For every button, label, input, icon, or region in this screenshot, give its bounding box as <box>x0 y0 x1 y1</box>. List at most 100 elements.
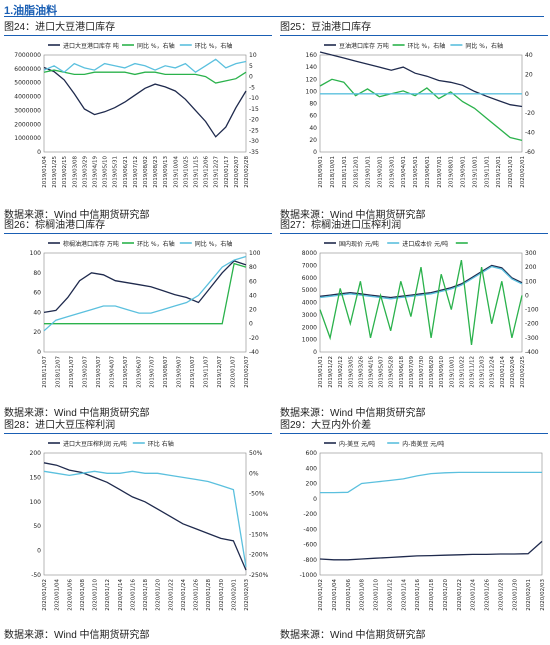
y-right-tick-label: -25 <box>249 127 259 134</box>
y-right-tick-label: 50% <box>249 450 263 457</box>
chart-svg: 棕榈油港口库存 万吨 环比 %，右轴 同比 %，右轴 100 80 60 40 20 0 100 8… <box>30 240 261 388</box>
series-line <box>319 265 523 300</box>
x-tick-label: 2020/01/26 <box>194 579 200 611</box>
y-tick-label: 120 <box>306 76 318 83</box>
x-tick-label: 2020/01/24 <box>181 579 187 611</box>
x-tick-label: 2019/01/04 <box>42 156 48 188</box>
y-right-tick-label: -150% <box>249 531 269 538</box>
chart-panel-29: 图29：大豆内外价差 内-美豆 元/吨 内-南美豆 元/吨 600 400 200 0 -2… <box>280 418 548 643</box>
x-tick-label: 2020/02/01 <box>231 579 237 611</box>
x-tick-label: 2019/12/24 <box>490 356 496 388</box>
x-tick-label: 2018/12/07 <box>55 356 61 388</box>
legend-label: 内-南美豆 元/吨 <box>402 440 444 448</box>
chart-panel-26: 图26：棕榈油港口库存 棕榈油港口库存 万吨 环比 %，右轴 同比 %，右轴 100 8… <box>4 218 272 419</box>
source-note: 数据来源：Wind 中信期货研究部 <box>280 408 426 419</box>
y-right-tick-label: -100 <box>525 307 539 314</box>
x-tick-label: 2019/06/21 <box>123 156 129 188</box>
chart-area: 棕榈油港口库存 万吨 环比 %，右轴 同比 %，右轴 100 80 60 40 20 0 100 8… <box>4 235 272 402</box>
x-tick-label: 2019/12/27 <box>214 156 220 188</box>
x-tick-label: 2020/02/25 <box>520 356 526 388</box>
x-tick-label: 2020/02/01 <box>526 579 532 611</box>
y-right-tick-label: 40 <box>525 52 533 59</box>
y-right-tick-label: 0 <box>249 74 253 81</box>
x-tick-label: 2019/03/08 <box>72 156 78 188</box>
y-right-tick-label: -10 <box>249 95 259 102</box>
y-right-tick-label: 0 <box>525 91 529 98</box>
x-tick-label: 2019/07/09 <box>409 356 415 388</box>
y-tick-label: 100 <box>30 250 42 257</box>
x-tick-label: 2020/02/07 <box>234 156 240 188</box>
legend-label: 同比 %，右轴 <box>465 42 503 50</box>
series-line <box>43 69 247 84</box>
y-tick-label: 0 <box>313 496 317 503</box>
y-right-tick-label: -200 <box>525 321 539 328</box>
x-tick-label: 2019/10/07 <box>190 356 196 388</box>
chart-area: 豆油港口库存 万吨 环比 %，右轴 同比 %，右轴 160 140 120 100 80 60 4… <box>280 37 548 202</box>
legend-label: 环比 %，右轴 <box>408 42 446 50</box>
chart-title: 图28：进口大豆压榨利润 <box>4 418 272 434</box>
x-tick-label: 2019/08/20 <box>429 356 435 388</box>
y-tick-label: 80 <box>33 270 41 277</box>
x-tick-label: 2019/09/13 <box>163 156 169 188</box>
x-tick-label: 2020/01/17 <box>224 156 230 188</box>
y-tick-label: 160 <box>306 52 318 59</box>
chart-panel-28: 图28：进口大豆压榨利润 进口大豆压榨利润 元/吨 环比 右轴 200 150 100 5… <box>4 418 272 643</box>
y-right-tick-label: -50% <box>249 491 265 498</box>
series-line <box>320 471 542 494</box>
series-line <box>319 259 523 345</box>
y-right-tick-label: 0 <box>525 292 529 299</box>
x-tick-label: 2020/01/12 <box>387 579 393 611</box>
chart-panel-27: 图27：棕榈油进口压榨利润 国内现价 元/吨 进口成本价 元/吨 8000 7000 6… <box>280 218 548 419</box>
y-tick-label: 0 <box>313 149 317 156</box>
y-tick-label: 8000 <box>302 250 317 257</box>
x-tick-label: 2020/01/14 <box>500 356 506 388</box>
series-line <box>43 470 247 568</box>
y-tick-label: 60 <box>309 113 317 120</box>
y-tick-label: 4000 <box>302 300 317 307</box>
chart-area: 进口大豆压榨利润 元/吨 环比 右轴 200 150 100 50 0 -50 50% 0% -50… <box>4 435 272 625</box>
y-tick-label: -600 <box>303 542 317 549</box>
y-right-tick-label: 0% <box>249 470 259 477</box>
x-tick-label: 2020/01/04 <box>55 579 61 611</box>
series-line <box>319 78 523 142</box>
y-tick-label: 1000000 <box>14 135 41 142</box>
source-note: 数据来源：Wind 中信期货研究部 <box>280 210 426 221</box>
x-tick-label: 2020/02/01 <box>520 156 526 188</box>
x-tick-label: 2019/07/07 <box>150 356 156 388</box>
legend-label: 进口大豆压榨利润 元/吨 <box>63 440 127 448</box>
chart-title: 图26：棕榈油港口库存 <box>4 218 272 234</box>
chart-area: 内-美豆 元/吨 内-南美豆 元/吨 600 400 200 0 -200 -400 -600 -… <box>280 435 548 625</box>
y-right-tick-label: -15 <box>249 106 259 113</box>
x-tick-label: 2019/05/07 <box>123 356 129 388</box>
y-right-tick-label: 200 <box>525 264 537 271</box>
x-tick-label: 2019/07/01 <box>437 156 443 188</box>
chart-svg: 豆油港口库存 万吨 环比 %，右轴 同比 %，右轴 160 140 120 100 80 60 4… <box>306 42 535 188</box>
plot-frame <box>319 252 523 353</box>
y-right-tick-label: -250% <box>249 572 269 579</box>
source-note: 数据来源：Wind 中信期货研究部 <box>4 210 150 221</box>
x-tick-label: 2020/01/04 <box>332 579 338 611</box>
y-tick-label: 40 <box>309 125 317 132</box>
x-tick-label: 2020/01/26 <box>485 579 491 611</box>
x-tick-label: 2019/11/01 <box>484 156 490 188</box>
y-tick-label: 3000000 <box>14 107 41 114</box>
y-right-tick-label: -400 <box>525 349 539 356</box>
series-line <box>43 260 247 314</box>
x-tick-label: 2019/02/01 <box>377 156 383 188</box>
x-tick-label: 2019/04/07 <box>109 356 115 388</box>
source-note: 数据来源：Wind 中信期货研究部 <box>280 630 426 641</box>
plot-frame <box>43 54 247 153</box>
x-tick-label: 2020/01/01 <box>508 156 514 188</box>
y-tick-label: 60 <box>33 290 41 297</box>
x-tick-label: 2020/01/02 <box>318 579 324 611</box>
x-tick-label: 2019/06/07 <box>136 356 142 388</box>
legend-label: 内-美豆 元/吨 <box>339 440 375 448</box>
x-tick-label: 2020/01/06 <box>346 579 352 611</box>
y-tick-label: 0 <box>37 349 41 356</box>
x-tick-label: 2019/06/01 <box>425 156 431 188</box>
x-tick-label: 2020/01/14 <box>118 579 124 611</box>
y-tick-label: 50 <box>33 523 41 530</box>
series-line <box>319 540 543 561</box>
x-tick-label: 2019/04/01 <box>401 156 407 188</box>
x-tick-label: 2019/12/07 <box>217 356 223 388</box>
